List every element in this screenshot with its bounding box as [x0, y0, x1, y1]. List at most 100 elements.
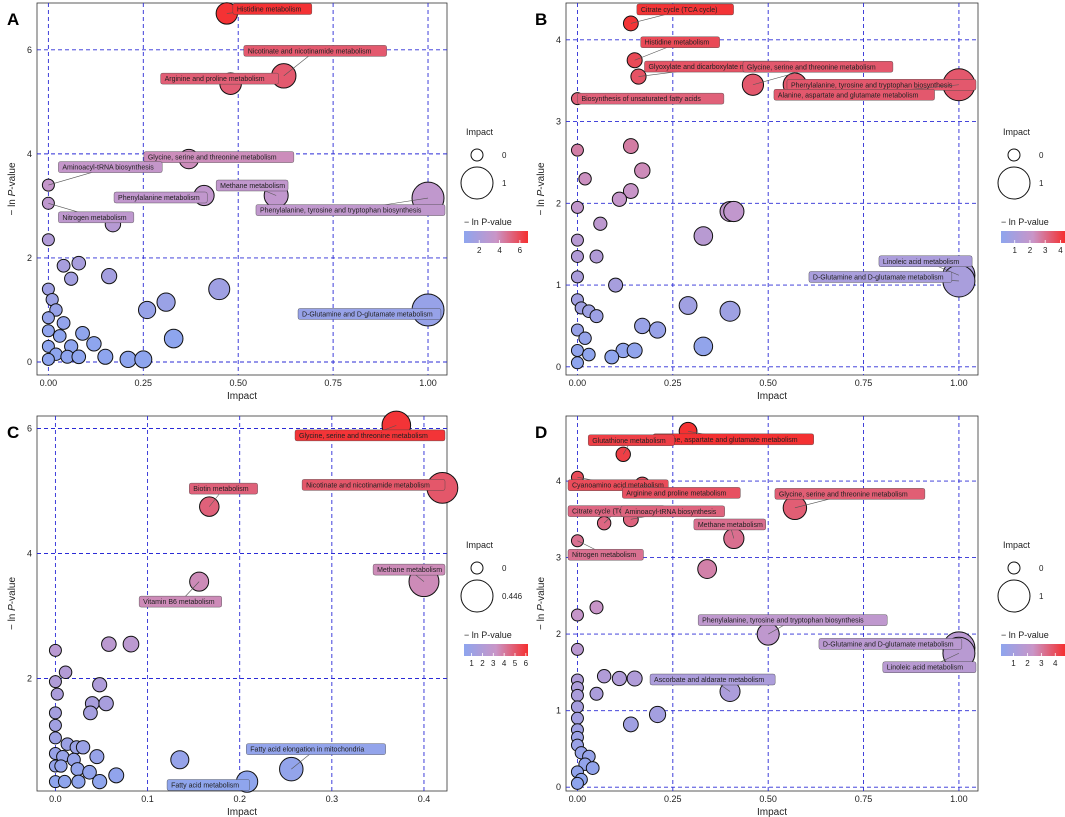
size-legend: Impact 0 1: [997, 127, 1044, 200]
pathway-label: Glutathione metabolism: [592, 438, 666, 445]
label-box: [742, 61, 894, 73]
data-point: [70, 762, 85, 777]
data-point: [585, 761, 600, 775]
pathway-label: Arginine and proline metabolism: [165, 76, 265, 83]
data-point: [570, 356, 584, 370]
data-point: [634, 162, 651, 179]
label-box: [622, 487, 741, 499]
pathway-label: Glycine, serine and threonine metabolism: [747, 64, 876, 71]
y-tick-label: 4: [27, 549, 32, 559]
x-tick-label: 0.00: [40, 378, 58, 388]
x-axis-label: Impact: [227, 391, 257, 402]
data-point: [697, 559, 718, 579]
pathway-label: Biotin metabolism: [193, 486, 248, 493]
pathway-label: Fatty acid metabolism: [171, 783, 239, 790]
pathway-label: Nicotinate and nicotinamide metabolism: [248, 48, 372, 55]
data-point: [163, 328, 184, 349]
color-legend-label: 4: [1058, 246, 1063, 255]
data-point: [71, 349, 87, 365]
pathway-point: [626, 52, 643, 69]
plot-frame: [36, 415, 448, 792]
x-tick-label: 0.0: [49, 794, 62, 804]
pathway-label: Aminoacyl-tRNA biosynthesis: [62, 165, 154, 172]
size-legend-label: 0: [1039, 151, 1044, 160]
label-box: [640, 36, 720, 48]
y-axis-label: − ln P-value: [536, 162, 547, 216]
panel-letter: B: [535, 10, 547, 29]
label-box: [577, 92, 725, 105]
pathway-point: [723, 527, 745, 550]
data-point: [622, 716, 639, 733]
x-axis-label: Impact: [757, 807, 787, 817]
label-box: [372, 563, 446, 576]
y-tick-label: 4: [556, 35, 561, 45]
data-point: [71, 774, 86, 789]
label-box: [232, 3, 313, 15]
data-point: [156, 292, 176, 312]
pathway-label: Nicotinate and nicotinamide metabolism: [306, 482, 430, 489]
data-point: [719, 300, 741, 322]
y-tick-label: 2: [556, 629, 561, 639]
y-tick-label: 4: [27, 149, 32, 159]
label-box: [693, 518, 766, 531]
panel-letter: D: [535, 423, 547, 442]
y-tick-label: 6: [27, 424, 32, 434]
color-legend-label: 1: [1011, 659, 1016, 668]
color-legend-label: 3: [491, 659, 496, 668]
pathway-label: Glycine, serine and threonine metabolism: [148, 155, 277, 162]
size-legend-label: 0: [1039, 564, 1044, 573]
data-point: [582, 347, 596, 362]
panel-letter: A: [7, 10, 19, 29]
data-point: [570, 200, 584, 214]
y-tick-label: 2: [556, 198, 561, 208]
x-axis-label: Impact: [227, 807, 257, 817]
color-legend-bar: [1001, 644, 1065, 656]
panel-c: C 0.0 0.1 0.2 0.3 0.4 2 4 6 Impact − ln P-value Gly…: [7, 410, 529, 817]
data-point: [596, 669, 612, 684]
x-tick-label: 0.50: [759, 794, 777, 804]
data-point: [48, 675, 62, 689]
data-point: [137, 300, 157, 320]
y-axis-label: − ln P-value: [536, 577, 547, 631]
data-point: [570, 711, 584, 725]
data-point: [589, 249, 604, 264]
panel-letter: C: [7, 423, 19, 442]
pathway-point: [622, 15, 639, 32]
pathway-label: Linoleic acid metabolism: [887, 665, 963, 672]
pathway-label: D-Glutamine and D-glutamate metabolism: [813, 274, 944, 281]
x-tick-label: 0.75: [324, 378, 342, 388]
x-tick-label: 1.00: [419, 378, 437, 388]
data-point: [634, 317, 651, 335]
data-point: [570, 688, 584, 702]
data-point: [570, 249, 584, 263]
pathway-label: Nitrogen metabolism: [572, 552, 636, 559]
label-box: [773, 89, 935, 101]
data-point: [64, 271, 79, 286]
x-tick-label: 0.50: [229, 378, 247, 388]
size-legend: Impact 0 1: [460, 127, 507, 200]
pathway-label: Glycine, serine and threonine metabolism: [299, 433, 428, 440]
panel-b: B 0.00 0.25 0.50 0.75 1.00 0 1 2 3 4 Impact − ln P-v…: [535, 2, 1065, 402]
size-legend-circle: [1007, 561, 1021, 575]
data-point: [82, 764, 97, 780]
pathway-label: D-Glutamine and D-glutamate metabolism: [823, 641, 954, 648]
label-box: [882, 661, 977, 673]
x-tick-label: 0.2: [233, 794, 246, 804]
pathway-label: Linoleic acid metabolism: [883, 259, 959, 266]
color-legend-title: − ln P-value: [464, 630, 512, 640]
color-legend-label: 6: [524, 659, 529, 668]
x-tick-label: 0.4: [418, 794, 431, 804]
x-axis-label: Impact: [757, 391, 787, 402]
label-box: [878, 255, 973, 267]
data-point: [52, 329, 67, 343]
label-box: [143, 151, 295, 163]
pathway-label: Ascorbate and aldarate metabolism: [654, 677, 764, 684]
pathway-label: Histidine metabolism: [645, 40, 710, 47]
color-legend-label: 2: [477, 246, 482, 255]
color-legend-label: 2: [1028, 246, 1033, 255]
data-point: [604, 349, 620, 365]
x-tick-label: 0.3: [326, 794, 339, 804]
pathway-label: Phenylalanine, tyrosine and tryptophan b…: [791, 82, 953, 89]
data-point: [86, 336, 102, 352]
